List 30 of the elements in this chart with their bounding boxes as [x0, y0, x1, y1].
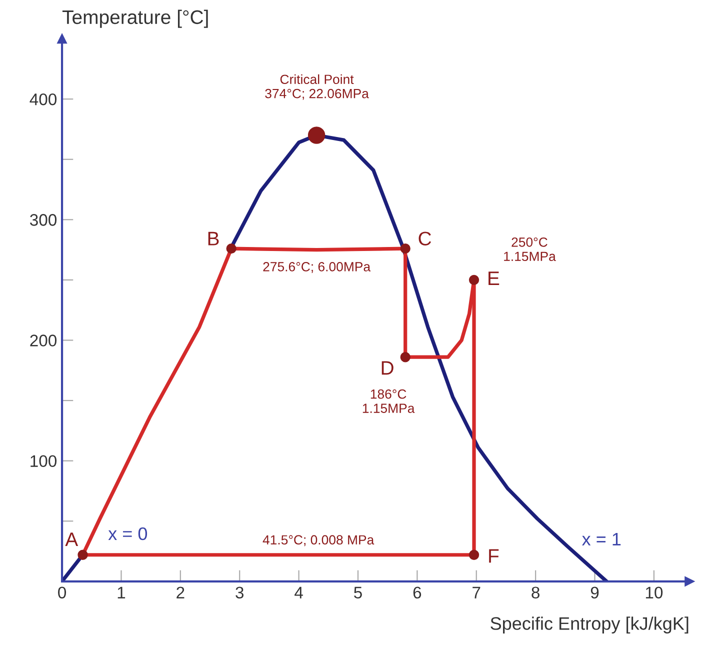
annotation: D — [382, 361, 394, 375]
x-tick-label: 7 — [472, 586, 480, 598]
annotation: 250°C 1.15MPa — [504, 237, 556, 262]
y-tick-label: 300 — [30, 214, 57, 226]
x-tick-label: 5 — [354, 586, 362, 599]
annotation: 41.5°C; 0.008 MPa — [262, 535, 374, 546]
annotation: A — [65, 532, 78, 546]
y-tick-label: 100 — [30, 455, 57, 468]
annotation: B — [208, 232, 219, 246]
x-tick-label: 3 — [236, 586, 244, 599]
x-axis-title: Specific Entropy [kJ/kgK] — [490, 616, 688, 634]
x-tick-label: 0 — [58, 586, 66, 599]
annotation: C — [418, 232, 432, 246]
annotation: x = 0 — [108, 527, 148, 540]
x-tick-label: 1 — [118, 586, 126, 598]
annotation: 275.6°C; 6.00MPa — [263, 262, 371, 273]
annotation: x = 1 — [582, 532, 621, 546]
annotation: 186°C 1.15MPa — [362, 389, 415, 413]
x-tick-label: 4 — [294, 586, 303, 598]
annotation: F — [489, 549, 499, 563]
x-tick-label: 10 — [646, 586, 663, 599]
annotation: Critical Point 374°C; 22.06MPa — [265, 74, 369, 100]
x-tick-label: 6 — [413, 586, 422, 599]
y-tick-label: 200 — [30, 334, 57, 346]
x-tick-label: 2 — [176, 586, 184, 598]
annotation: E — [488, 272, 500, 285]
x-tick-label: 8 — [532, 586, 540, 599]
y-tick-label: 400 — [30, 93, 57, 106]
y-axis-title: Temperature [°C] — [62, 10, 208, 28]
x-tick-label: 9 — [590, 586, 599, 599]
